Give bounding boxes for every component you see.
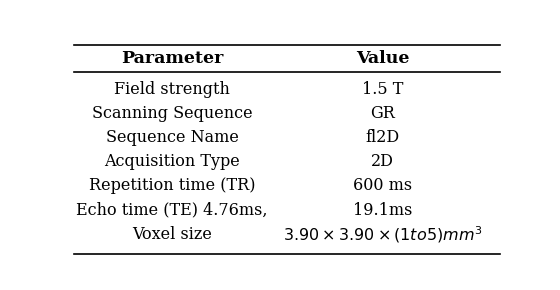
Text: Echo time (TE) 4.76ms,: Echo time (TE) 4.76ms, bbox=[76, 202, 268, 219]
Text: Repetition time (TR): Repetition time (TR) bbox=[88, 177, 255, 195]
Text: 1.5 T: 1.5 T bbox=[362, 81, 403, 98]
Text: Scanning Sequence: Scanning Sequence bbox=[92, 105, 253, 122]
Text: 600 ms: 600 ms bbox=[353, 177, 412, 195]
Text: Value: Value bbox=[356, 50, 409, 67]
Text: Voxel size: Voxel size bbox=[132, 226, 212, 243]
Text: $3.90 \times 3.90 \times (1\mathit{to}5)\mathit{mm}^3$: $3.90 \times 3.90 \times (1\mathit{to}5)… bbox=[283, 224, 482, 244]
Text: fl2D: fl2D bbox=[366, 129, 399, 146]
Text: Parameter: Parameter bbox=[121, 50, 223, 67]
Text: Field strength: Field strength bbox=[114, 81, 230, 98]
Text: Acquisition Type: Acquisition Type bbox=[104, 153, 240, 170]
Text: 2D: 2D bbox=[371, 153, 394, 170]
Text: GR: GR bbox=[370, 105, 395, 122]
Text: Sequence Name: Sequence Name bbox=[105, 129, 239, 146]
Text: 19.1ms: 19.1ms bbox=[353, 202, 412, 219]
